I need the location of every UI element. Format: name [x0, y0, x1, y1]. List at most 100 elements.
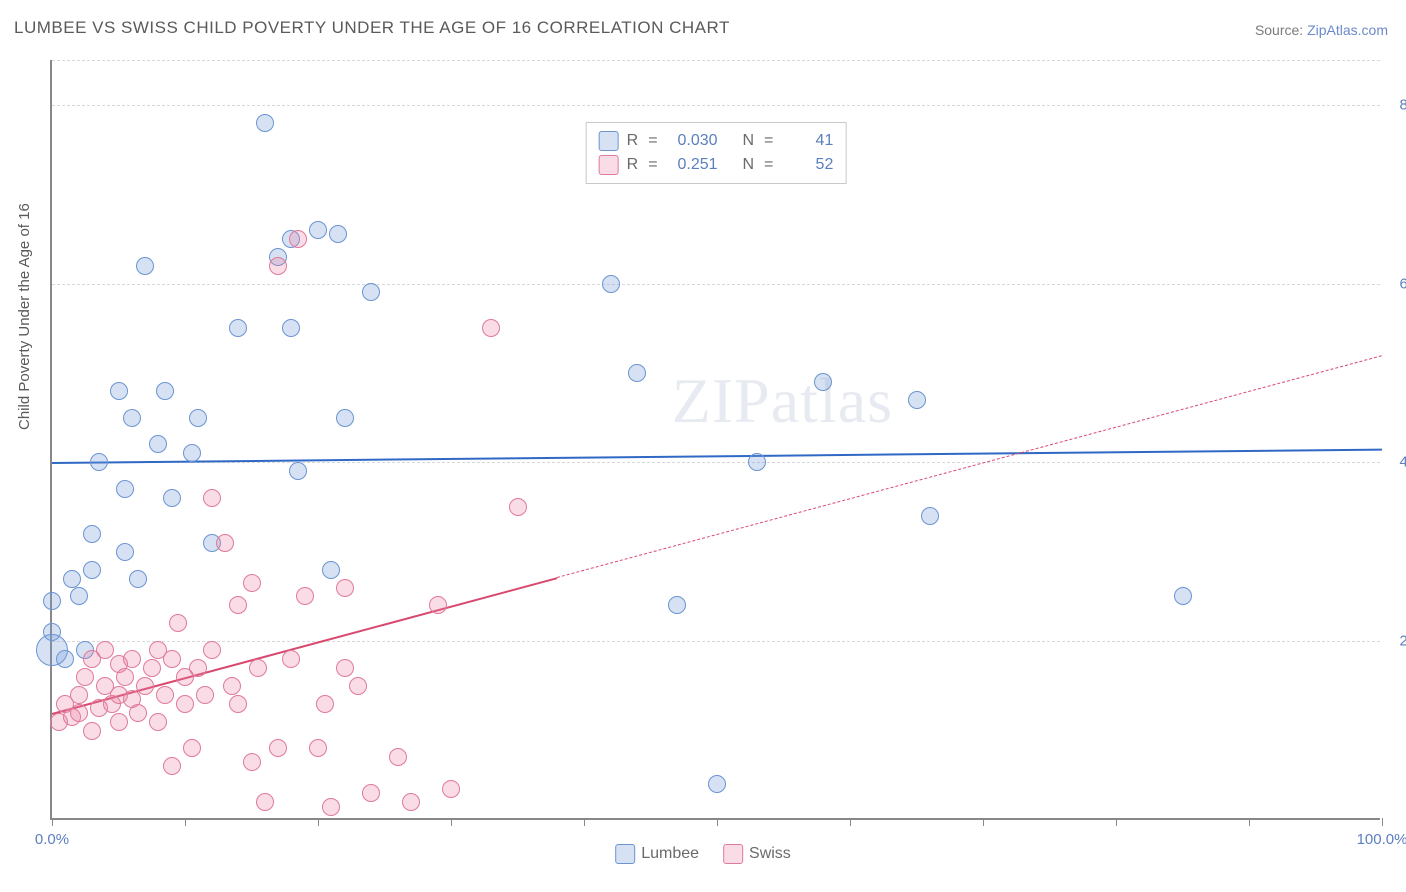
- legend-label-lumbee: Lumbee: [641, 845, 699, 862]
- scatter-point: [336, 579, 354, 597]
- scatter-point: [322, 798, 340, 816]
- scatter-point: [163, 489, 181, 507]
- legend-N-value-lumbee: 41: [783, 132, 833, 150]
- scatter-point: [296, 587, 314, 605]
- gridline: [52, 60, 1380, 61]
- scatter-point: [110, 382, 128, 400]
- scatter-point: [70, 587, 88, 605]
- x-tick-mark: [717, 818, 718, 826]
- scatter-point: [196, 686, 214, 704]
- scatter-point: [269, 739, 287, 757]
- y-tick-label: 20.0%: [1386, 633, 1406, 650]
- scatter-point: [389, 748, 407, 766]
- source-attribution: Source: ZipAtlas.com: [1255, 22, 1388, 38]
- scatter-point: [362, 784, 380, 802]
- legend-swatch-lumbee: [599, 131, 619, 151]
- legend-stats-row-lumbee: R = 0.030 N = 41: [599, 129, 834, 153]
- scatter-point: [908, 391, 926, 409]
- scatter-point: [189, 659, 207, 677]
- legend-R-value-swiss: 0.251: [668, 156, 718, 174]
- legend-N-value-swiss: 52: [783, 156, 833, 174]
- x-tick-mark: [584, 818, 585, 826]
- scatter-point: [83, 525, 101, 543]
- legend-swatch-swiss: [599, 155, 619, 175]
- scatter-point: [289, 462, 307, 480]
- chart-title: LUMBEE VS SWISS CHILD POVERTY UNDER THE …: [14, 18, 730, 38]
- scatter-point: [149, 435, 167, 453]
- scatter-point: [708, 775, 726, 793]
- x-tick-label: 0.0%: [35, 831, 69, 848]
- x-tick-label: 100.0%: [1357, 831, 1406, 848]
- y-tick-label: 40.0%: [1386, 454, 1406, 471]
- scatter-point: [123, 650, 141, 668]
- scatter-point: [116, 480, 134, 498]
- scatter-point: [282, 650, 300, 668]
- equals-sign: =: [764, 132, 773, 150]
- scatter-point: [322, 561, 340, 579]
- scatter-point: [156, 382, 174, 400]
- legend-N-label: N: [742, 156, 754, 174]
- scatter-point: [129, 704, 147, 722]
- scatter-point: [668, 596, 686, 614]
- scatter-point: [814, 373, 832, 391]
- scatter-point: [229, 695, 247, 713]
- scatter-point: [289, 230, 307, 248]
- scatter-point: [223, 677, 241, 695]
- gridline: [52, 462, 1380, 463]
- scatter-point: [482, 319, 500, 337]
- source-prefix: Source:: [1255, 22, 1307, 38]
- x-tick-mark: [850, 818, 851, 826]
- scatter-point: [748, 453, 766, 471]
- scatter-point: [163, 650, 181, 668]
- scatter-point: [309, 739, 327, 757]
- scatter-point: [90, 453, 108, 471]
- scatter-point: [169, 614, 187, 632]
- source-link[interactable]: ZipAtlas.com: [1307, 22, 1388, 38]
- scatter-point: [136, 677, 154, 695]
- scatter-point: [269, 257, 287, 275]
- scatter-point: [203, 489, 221, 507]
- legend-stats: R = 0.030 N = 41 R = 0.251 N = 52: [586, 122, 847, 184]
- scatter-point: [189, 409, 207, 427]
- scatter-point: [176, 695, 194, 713]
- legend-R-label: R: [627, 132, 639, 150]
- scatter-point: [921, 507, 939, 525]
- x-tick-mark: [1116, 818, 1117, 826]
- x-tick-mark: [1382, 818, 1383, 826]
- scatter-point: [216, 534, 234, 552]
- scatter-point: [149, 713, 167, 731]
- scatter-point: [429, 596, 447, 614]
- scatter-point: [243, 753, 261, 771]
- legend-R-value-lumbee: 0.030: [668, 132, 718, 150]
- gridline: [52, 641, 1380, 642]
- scatter-point: [83, 561, 101, 579]
- equals-sign: =: [648, 156, 657, 174]
- scatter-point: [602, 275, 620, 293]
- legend-swatch-swiss: [723, 844, 743, 864]
- x-tick-mark: [318, 818, 319, 826]
- scatter-point: [1174, 587, 1192, 605]
- scatter-point: [63, 570, 81, 588]
- scatter-point: [336, 659, 354, 677]
- scatter-point: [316, 695, 334, 713]
- scatter-point: [183, 739, 201, 757]
- x-tick-mark: [451, 818, 452, 826]
- gridline: [52, 284, 1380, 285]
- scatter-point: [509, 498, 527, 516]
- scatter-point: [156, 686, 174, 704]
- watermark: ZIPatlas: [672, 364, 893, 438]
- x-tick-mark: [983, 818, 984, 826]
- scatter-point: [243, 574, 261, 592]
- scatter-point: [136, 257, 154, 275]
- gridline: [52, 105, 1380, 106]
- scatter-point: [249, 659, 267, 677]
- legend-item-swiss: Swiss: [723, 844, 791, 864]
- legend-series: Lumbee Swiss: [615, 844, 791, 864]
- scatter-point: [163, 757, 181, 775]
- scatter-point: [183, 444, 201, 462]
- trend-line: [557, 355, 1382, 578]
- equals-sign: =: [764, 156, 773, 174]
- y-axis-label: Child Poverty Under the Age of 16: [16, 203, 33, 430]
- scatter-point: [143, 659, 161, 677]
- plot-area: ZIPatlas R = 0.030 N = 41 R = 0.251 N = …: [50, 60, 1380, 820]
